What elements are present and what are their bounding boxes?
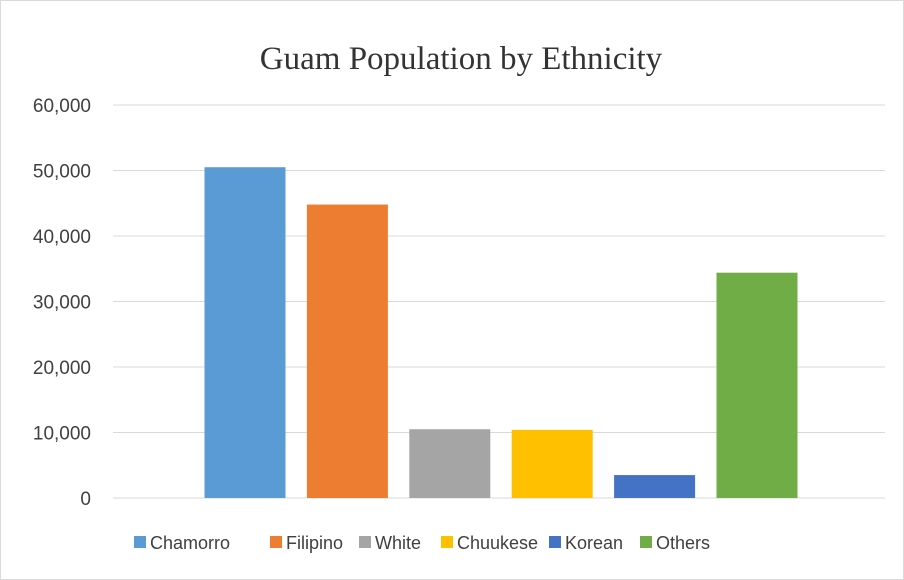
bar-others [716, 272, 798, 498]
bar-white [409, 429, 491, 498]
y-tick-label: 40,000 [33, 227, 91, 248]
y-tick-label: 60,000 [33, 96, 91, 117]
legend-label-others: Others [656, 533, 710, 553]
legend: Chamorro Filipino White Chuukese Korean Other… [134, 533, 710, 553]
y-tick-label: 30,000 [33, 293, 91, 314]
bar-chuukese [511, 429, 593, 498]
bar-filipino [306, 204, 388, 498]
legend-label-filipino: Filipino [286, 533, 343, 553]
legend-swatch-others [640, 536, 652, 548]
legend-swatch-filipino [270, 536, 282, 548]
y-tick-label: 50,000 [33, 162, 91, 183]
legend-label-chamorro: Chamorro [150, 533, 230, 553]
legend-swatch-chamorro [134, 536, 146, 548]
legend-label-korean: Korean [565, 533, 623, 553]
legend-swatch-white [359, 536, 371, 548]
chart-title: Guam Population by Ethnicity [260, 41, 663, 77]
y-axis-ticks: 0 10,000 20,000 30,000 40,000 50,000 60,000 [33, 96, 91, 510]
bars [204, 167, 798, 498]
bar-korean [614, 475, 696, 498]
legend-label-chuukese: Chuukese [457, 533, 538, 553]
y-tick-label: 10,000 [33, 424, 91, 445]
legend-label-white: White [375, 533, 421, 553]
bar-chamorro [204, 167, 286, 498]
legend-swatch-korean [549, 536, 561, 548]
legend-swatch-chuukese [441, 536, 453, 548]
y-tick-label: 20,000 [33, 358, 91, 379]
y-tick-label: 0 [80, 489, 91, 510]
